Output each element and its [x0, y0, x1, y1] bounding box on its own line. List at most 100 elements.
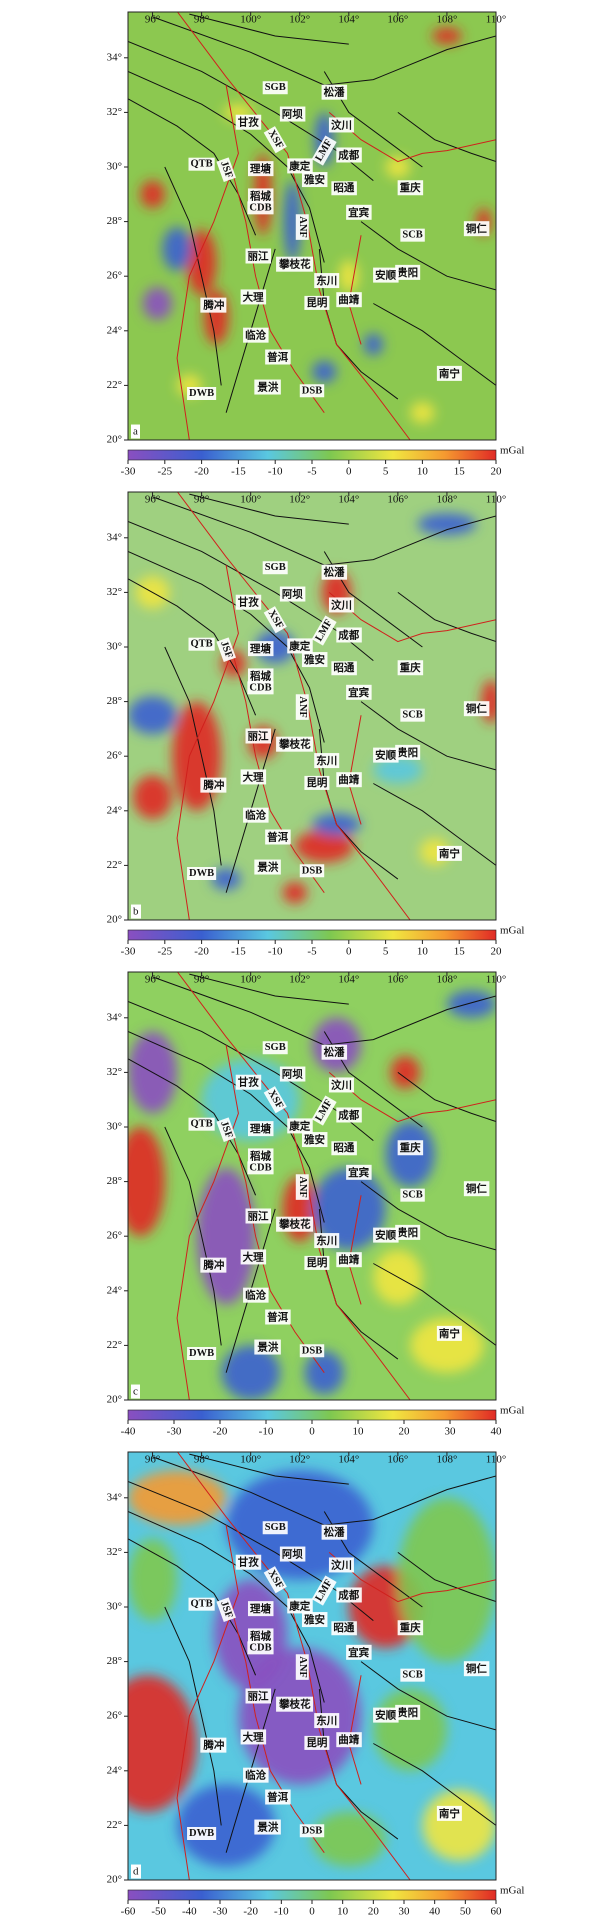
label-background	[346, 1644, 372, 1660]
label-background	[336, 1587, 362, 1603]
colorbar-tick-label: 0	[346, 466, 352, 478]
lat-tick-label: 24°	[107, 1764, 122, 1776]
lat-tick-label: 20°	[107, 1394, 122, 1406]
label-background	[247, 668, 274, 684]
place-name: 普洱	[267, 1311, 288, 1324]
label-background	[187, 386, 217, 400]
place-label: DSB	[299, 384, 325, 398]
colorbar-unit: mGal	[500, 1405, 524, 1417]
colorbar-tick-label: 0	[309, 1906, 315, 1918]
place-label: 宜宾	[346, 1164, 372, 1180]
place-name: 大理	[243, 1250, 264, 1263]
lon-tick-label: 110°	[486, 494, 507, 506]
label-background	[373, 1227, 399, 1243]
fault-line	[328, 1552, 496, 1603]
place-name: 阿坝	[282, 1068, 303, 1081]
label-background	[247, 1161, 274, 1175]
lat-tick-label: 20°	[107, 434, 122, 446]
fault-line	[164, 1606, 222, 1826]
place-name: 东川	[316, 1714, 337, 1727]
label-background	[336, 147, 362, 163]
colorbar-tick-label: 10	[353, 1426, 365, 1438]
place-label: 贵阳	[395, 744, 421, 760]
label-background	[463, 1661, 490, 1677]
place-label: ANF	[295, 694, 309, 720]
place-label: 理塘	[247, 641, 274, 657]
lon-tick-label: 98°	[194, 494, 209, 506]
field-blob	[432, 27, 462, 45]
place-label: 成都	[336, 1587, 362, 1603]
label-background	[346, 204, 372, 220]
place-name: 康定	[289, 1119, 310, 1132]
colorbar-tick-label: -30	[121, 466, 136, 478]
label-background	[235, 1554, 262, 1570]
label-background	[395, 1224, 421, 1240]
label-background	[436, 845, 462, 861]
place-label: 铜仁	[463, 221, 490, 237]
fault-line	[152, 16, 496, 86]
place-label: 昭通	[331, 181, 357, 196]
lat-tick-label: 28°	[107, 1175, 122, 1187]
label-background	[436, 1805, 462, 1821]
colorbar	[127, 1409, 497, 1421]
place-name: 丽江	[248, 249, 269, 262]
place-name: DWB	[189, 868, 214, 879]
label-background	[263, 1086, 287, 1114]
place-label: DWB	[187, 386, 217, 400]
place-label: 曲靖	[336, 772, 362, 788]
fault-line	[176, 1525, 239, 1880]
place-label: 曲靖	[336, 292, 362, 308]
place-name: 昭通	[333, 1142, 354, 1154]
label-background	[279, 1546, 306, 1562]
label-background	[235, 114, 262, 130]
place-label: 普洱	[265, 829, 291, 845]
fault-line	[328, 592, 496, 643]
place-name: 松潘	[324, 566, 345, 579]
place-name: SCB	[402, 1670, 422, 1681]
place-name: 普洱	[267, 831, 288, 844]
label-background	[247, 201, 274, 215]
place-label: 汶川	[328, 1077, 354, 1093]
field-blob	[312, 1811, 386, 1867]
lon-tick-label: 108°	[436, 494, 457, 506]
lat-tick-label: 22°	[107, 379, 122, 391]
lon-tick-label: 100°	[240, 494, 261, 506]
place-label: CDB	[247, 1161, 274, 1175]
label-background	[331, 661, 357, 676]
place-name: 甘孜	[238, 1556, 259, 1569]
lat-tick-label: 32°	[107, 106, 122, 118]
field-blob	[373, 1688, 447, 1771]
lat-tick-label: 22°	[107, 1819, 122, 1831]
colorbar-tick-label: -25	[157, 466, 172, 478]
place-label: 临沧	[243, 807, 269, 823]
label-background	[247, 1641, 274, 1655]
place-name: 稻城	[250, 1149, 271, 1162]
place-label: 铜仁	[463, 1181, 490, 1197]
place-label: 攀枝花	[276, 1216, 314, 1232]
place-name: 昭通	[333, 1622, 354, 1634]
place-label: JSF	[216, 1117, 237, 1143]
place-label: 丽江	[245, 248, 272, 264]
place-name: 理塘	[250, 162, 271, 175]
label-background	[463, 221, 490, 237]
fault-line	[128, 98, 257, 236]
lon-tick-label: 98°	[194, 1454, 209, 1466]
fault-line	[189, 973, 349, 1005]
place-label: 阿坝	[279, 106, 306, 122]
label-background	[216, 1597, 237, 1623]
place-name: 临沧	[245, 809, 266, 822]
lat-tick-label: 32°	[107, 586, 122, 598]
place-label: 甘孜	[235, 1074, 262, 1090]
place-label: 贵阳	[395, 1704, 421, 1720]
colorbar-tick-label: -25	[157, 946, 172, 958]
fault-line	[373, 783, 496, 866]
panel-label-background	[131, 1864, 141, 1879]
label-background	[188, 1597, 215, 1611]
colorbar-tick-label: -60	[121, 1906, 136, 1918]
lat-tick-label: 34°	[107, 51, 122, 63]
label-background	[276, 1216, 314, 1232]
place-name: 铜仁	[466, 222, 487, 235]
place-label: 丽江	[245, 1208, 272, 1224]
lon-tick-label: 96°	[145, 974, 160, 986]
label-background	[328, 597, 354, 613]
